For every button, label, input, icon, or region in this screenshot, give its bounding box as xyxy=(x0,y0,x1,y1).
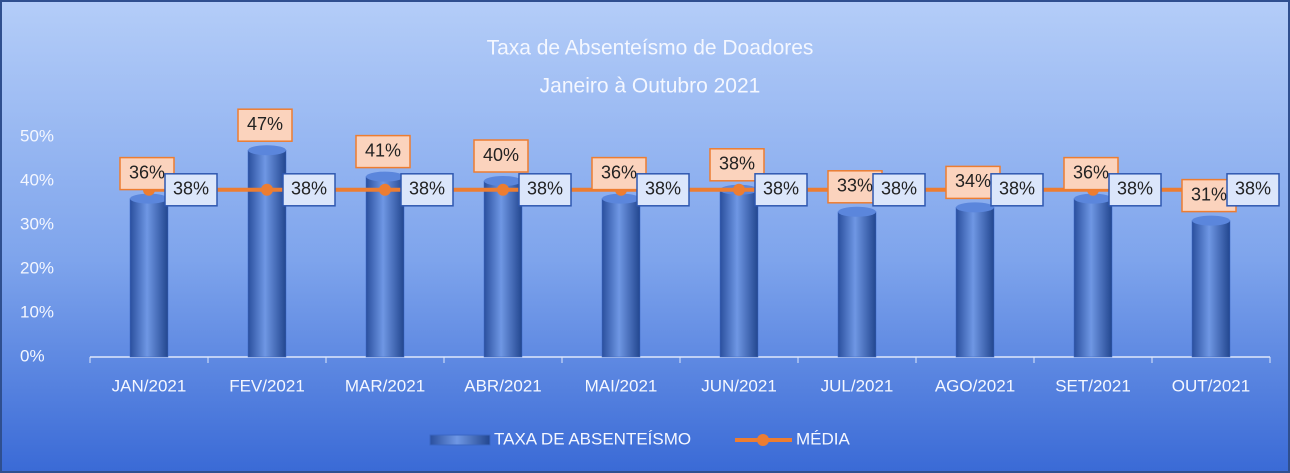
bar-cap xyxy=(1192,215,1230,226)
bar-cap xyxy=(956,202,994,213)
line-value-label: 38% xyxy=(763,179,799,199)
line-label-box xyxy=(1226,173,1280,207)
bar-value-label: 34% xyxy=(955,171,991,191)
line-label-box xyxy=(1108,173,1162,207)
line-value-label: 38% xyxy=(645,179,681,199)
bar-cap xyxy=(1074,193,1112,204)
line-value-label: 38% xyxy=(291,179,327,199)
y-tick-label: 40% xyxy=(20,170,54,189)
line-value-label: 38% xyxy=(527,179,563,199)
legend-swatch-bar xyxy=(429,434,491,446)
line-label-box xyxy=(636,173,690,207)
line-value-label: 38% xyxy=(173,179,209,199)
bar-cap xyxy=(602,193,640,204)
bar-cap xyxy=(838,206,876,217)
x-tick-label: FEV/2021 xyxy=(229,376,305,395)
bar-cap xyxy=(130,193,168,204)
line-value-label: 38% xyxy=(881,179,917,199)
line-value-label: 38% xyxy=(999,179,1035,199)
chart-title: Taxa de Absenteísmo de Doadores xyxy=(487,37,814,60)
x-tick-label: MAR/2021 xyxy=(345,376,425,395)
y-tick-label: 50% xyxy=(20,126,54,145)
line-label-box xyxy=(400,173,454,207)
x-tick-label: JAN/2021 xyxy=(112,376,187,395)
line-marker xyxy=(497,183,509,196)
y-tick-label: 0% xyxy=(20,346,45,365)
bar-cap xyxy=(248,145,286,156)
x-tick-label: AGO/2021 xyxy=(935,376,1015,395)
line-label-box xyxy=(164,173,218,207)
x-tick-label: MAI/2021 xyxy=(585,376,658,395)
bar-value-label: 40% xyxy=(483,145,519,165)
bar-label-box xyxy=(355,134,411,169)
line-label-box xyxy=(990,173,1044,207)
line-label-box xyxy=(518,173,572,207)
bar xyxy=(247,149,287,358)
y-tick-label: 20% xyxy=(20,258,54,277)
line-value-label: 38% xyxy=(1235,179,1271,199)
bar-value-label: 31% xyxy=(1191,184,1227,204)
line-marker xyxy=(261,183,273,196)
bar xyxy=(365,176,405,358)
bar-value-label: 36% xyxy=(601,162,637,182)
line-label-box xyxy=(754,173,808,207)
bar xyxy=(129,198,169,358)
line-marker xyxy=(379,183,391,196)
x-tick-label: JUN/2021 xyxy=(701,376,777,395)
chart-subtitle: Janeiro à Outubro 2021 xyxy=(540,75,761,98)
bar xyxy=(483,180,523,358)
bar-cap xyxy=(366,171,404,182)
line-value-label: 38% xyxy=(1117,179,1153,199)
line-marker xyxy=(733,183,745,196)
y-tick-label: 30% xyxy=(20,214,54,233)
bar-cap xyxy=(484,176,522,186)
bar xyxy=(1073,198,1113,358)
bar xyxy=(837,211,877,358)
line-label-box xyxy=(282,173,336,207)
legend-label: TAXA DE ABSENTEÍSMO xyxy=(494,429,691,448)
bar-value-label: 47% xyxy=(247,114,283,134)
y-tick-label: 10% xyxy=(20,302,54,321)
bar xyxy=(955,207,995,358)
bar-label-box xyxy=(237,108,293,142)
x-tick-label: JUL/2021 xyxy=(821,376,894,395)
bar xyxy=(1191,220,1231,358)
line-value-label: 38% xyxy=(409,179,445,199)
bar-label-box xyxy=(473,139,529,173)
bar-value-label: 36% xyxy=(1073,162,1109,182)
bar xyxy=(601,198,641,358)
x-tick-label: ABR/2021 xyxy=(464,376,542,395)
bar-value-label: 36% xyxy=(129,162,165,182)
bar-value-label: 33% xyxy=(837,176,873,196)
bar-value-label: 38% xyxy=(719,154,755,174)
bar xyxy=(719,189,759,358)
line-label-box xyxy=(872,173,926,207)
legend-label: MÉDIA xyxy=(796,429,851,448)
bar-value-label: 41% xyxy=(365,140,401,160)
x-tick-label: SET/2021 xyxy=(1055,376,1131,395)
legend-swatch-marker xyxy=(757,434,769,446)
x-tick-label: OUT/2021 xyxy=(1172,376,1250,395)
